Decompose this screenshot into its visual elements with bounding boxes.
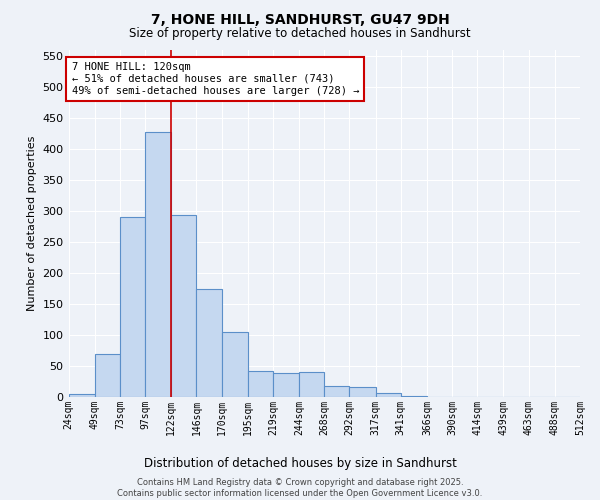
Bar <box>68 394 95 397</box>
Bar <box>324 386 349 397</box>
Bar <box>171 216 196 397</box>
Bar <box>120 218 145 397</box>
Y-axis label: Number of detached properties: Number of detached properties <box>27 136 37 311</box>
Bar <box>95 354 120 397</box>
Bar <box>196 288 221 397</box>
Bar <box>376 394 401 397</box>
Text: 7, HONE HILL, SANDHURST, GU47 9DH: 7, HONE HILL, SANDHURST, GU47 9DH <box>151 12 449 26</box>
Text: Contains HM Land Registry data © Crown copyright and database right 2025.
Contai: Contains HM Land Registry data © Crown c… <box>118 478 482 498</box>
Bar <box>299 372 324 397</box>
Text: 7 HONE HILL: 120sqm
← 51% of detached houses are smaller (743)
49% of semi-detac: 7 HONE HILL: 120sqm ← 51% of detached ho… <box>71 62 359 96</box>
Bar <box>145 132 171 397</box>
Bar <box>273 374 299 397</box>
Bar <box>401 396 427 397</box>
Bar <box>248 371 273 397</box>
Text: Size of property relative to detached houses in Sandhurst: Size of property relative to detached ho… <box>129 28 471 40</box>
Text: Distribution of detached houses by size in Sandhurst: Distribution of detached houses by size … <box>143 457 457 470</box>
Bar <box>349 387 376 397</box>
Bar <box>221 332 248 397</box>
